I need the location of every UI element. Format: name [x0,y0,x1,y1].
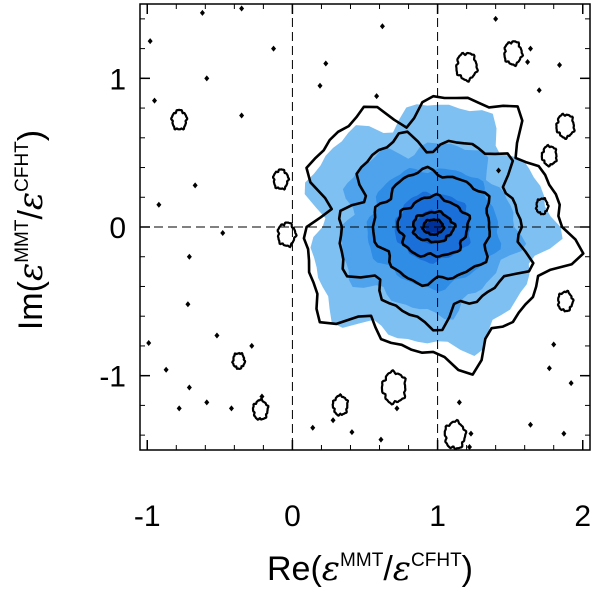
contour-1 [302,94,585,376]
scatter-point-4 [204,75,210,82]
scatter-point-36 [561,430,567,437]
scatter-point-15 [156,201,162,208]
scatter-point-30 [349,429,355,436]
small-contour-2 [276,221,298,249]
small-contour-11 [556,289,575,313]
small-contour-5 [555,112,576,141]
scatter-point-7 [323,60,329,67]
scatter-point-25 [204,399,210,406]
plot-area [140,4,590,450]
y-tick-label: -1 [99,361,126,394]
contour-4 [396,192,472,258]
small-contour-1 [272,168,291,191]
scatter-point-27 [259,393,265,400]
small-contour-9 [251,397,270,421]
x-tick-label: -1 [134,500,161,533]
small-contour-10 [443,418,468,450]
x-tick-label: 1 [429,500,446,533]
x-tick-label: 2 [574,500,591,533]
scatter-point-37 [568,380,574,387]
scatter-point-8 [493,15,499,22]
scatter-point-26 [228,405,234,412]
scatter-point-34 [467,444,473,450]
y-tick-label: 0 [109,212,126,245]
scatter-point-12 [536,87,542,94]
scatter-point-40 [496,167,502,174]
x-tick-label: 0 [284,500,301,533]
scatter-point-17 [220,229,226,236]
scatter-point-38 [546,365,552,372]
scatter-point-6 [317,82,323,89]
contour-5 [411,209,457,244]
small-contour-12 [534,196,550,216]
scatter-point-13 [239,112,245,119]
scatter-point-35 [527,421,533,428]
scatter-point-28 [330,417,336,424]
filled-density-regions [304,104,563,356]
contour-3 [371,165,491,288]
scatter-point-16 [186,253,192,260]
x-axis-title: Re(εMMT/εCFHT) [267,549,473,589]
scatter-point-33 [468,430,474,437]
small-contour-8 [331,392,350,417]
contour-2 [337,130,535,332]
contour-lines [170,40,585,450]
scatter-point-29 [310,424,316,431]
scatter-point-11 [557,61,563,68]
y-tick-label: 1 [109,63,126,96]
scatter-point-39 [551,341,557,348]
scatter-point-14 [192,182,198,189]
scatter-point-21 [249,342,255,349]
scatter-point-9 [527,45,533,52]
scatter-point-2 [379,23,385,30]
small-contour-3 [503,40,525,68]
scatter-point-0 [199,9,205,16]
small-contour-0 [170,108,189,131]
scatter-point-20 [146,339,152,346]
reference-lines [140,4,590,450]
scatter-point-23 [186,384,192,391]
small-contour-13 [231,351,247,371]
contour-6 [421,218,446,236]
small-contour-6 [540,143,558,168]
scatter-point-31 [378,436,384,443]
scatter-point-3 [147,38,153,45]
small-contour-7 [380,368,407,406]
scatter-point-24 [176,405,182,412]
scatter-point-10 [525,58,531,65]
scatter-point-18 [185,301,191,308]
scatter-point-5 [152,97,158,104]
tick-labels: -1 0 1 2 -1 0 1 [99,63,591,533]
scatter-point-41 [456,399,462,406]
scatter-point-42 [374,93,380,100]
scatter-point-22 [163,366,169,373]
small-contour-4 [455,51,479,83]
scatter-points [146,5,574,450]
y-axis-title: Im(εMMT/εCFHT) [11,130,51,330]
scatter-point-43 [271,45,277,52]
axis-ticks [140,4,590,450]
scatter-point-19 [214,332,220,339]
scatter-point-1 [239,5,245,12]
scatter-point-32 [394,405,400,412]
